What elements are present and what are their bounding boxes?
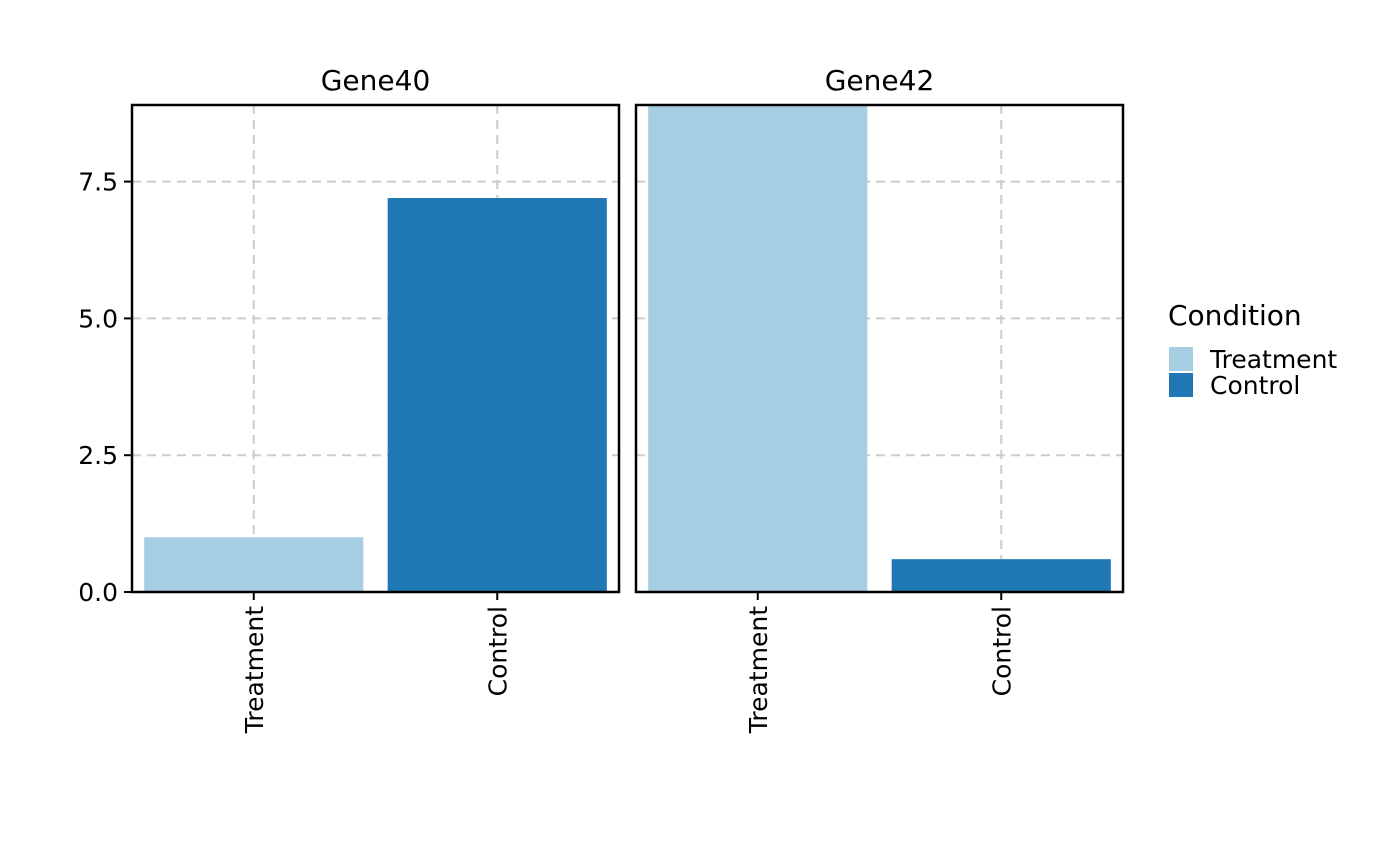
x-tick-label: Control — [987, 606, 1016, 696]
legend-swatch-treatment — [1169, 347, 1193, 371]
facet-title: Gene42 — [825, 64, 935, 97]
legend-label-control: Control — [1210, 371, 1300, 400]
bars-group — [648, 105, 1111, 592]
bar-gene40-treatment — [144, 537, 364, 592]
legend: Condition Treatment Control — [1168, 299, 1337, 400]
y-tick-label: 0.0 — [78, 578, 118, 607]
panel-border — [634, 103, 1125, 594]
legend-swatch-control — [1169, 373, 1193, 397]
facet-panels: Gene40 Treatment Control 0.0 2.5 5.0 7.5 Gene42… — [78, 64, 1125, 734]
y-tick-label: 2.5 — [78, 441, 118, 470]
x-tick-label: Treatment — [240, 606, 269, 734]
facet-panel-gene42: Gene42 Treatment Control — [634, 64, 1125, 734]
x-tick-label: Treatment — [744, 606, 773, 734]
y-tick-label: 7.5 — [78, 168, 118, 197]
bars-group — [144, 198, 607, 592]
facet-title: Gene40 — [321, 64, 431, 97]
legend-title: Condition — [1168, 299, 1302, 332]
panel-border — [130, 103, 621, 594]
y-tick-label: 5.0 — [78, 304, 118, 333]
bar-gene42-treatment — [648, 105, 868, 592]
bar-gene40-control — [387, 198, 607, 592]
facet-panel-gene40: Gene40 Treatment Control 0.0 2.5 5.0 7.5 — [78, 64, 621, 734]
legend-label-treatment: Treatment — [1209, 345, 1337, 374]
x-tick-label: Control — [483, 606, 512, 696]
bar-gene42-control — [891, 559, 1111, 592]
